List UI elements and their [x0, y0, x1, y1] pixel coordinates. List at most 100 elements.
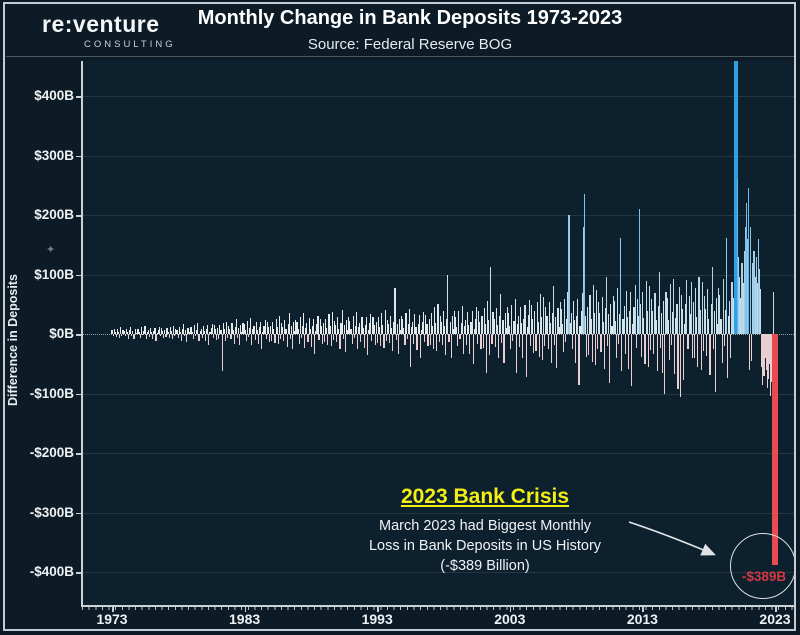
deposit-change-bar	[464, 319, 467, 334]
deposit-change-bar	[118, 331, 120, 334]
deposit-change-bar	[353, 334, 355, 339]
deposit-change-bar	[120, 327, 122, 334]
deposit-change-bar	[523, 318, 525, 334]
deposit-change-bar	[724, 309, 726, 334]
deposit-change-bar	[625, 291, 627, 334]
deposit-change-bar	[623, 306, 625, 334]
deposit-change-bar	[479, 321, 481, 334]
deposit-change-bar	[621, 334, 623, 371]
deposit-change-bar	[197, 323, 199, 334]
deposit-change-bar	[580, 311, 582, 334]
deposit-change-bar	[330, 334, 332, 347]
deposit-change-bar	[576, 315, 578, 334]
deposit-change-bar	[146, 331, 148, 334]
deposit-change-bar	[354, 325, 356, 334]
deposit-change-bar	[224, 334, 226, 342]
deposit-change-bar	[674, 334, 676, 375]
deposit-change-bar	[614, 320, 616, 334]
deposit-change-bar	[522, 334, 524, 359]
deposit-change-bar	[425, 314, 427, 334]
deposit-change-bar	[127, 334, 130, 339]
deposit-change-bar	[469, 334, 471, 354]
deposit-change-bar	[725, 237, 728, 334]
deposit-change-bar	[571, 334, 573, 350]
chart-title: Monthly Change in Bank Deposits 1973-202…	[197, 7, 623, 29]
deposit-change-bar	[375, 322, 377, 334]
deposit-change-bar	[727, 334, 729, 379]
deposit-change-bar	[373, 325, 375, 334]
gridline	[82, 96, 794, 97]
deposit-change-bar	[434, 307, 436, 334]
deposit-change-bar	[705, 309, 707, 334]
deposit-change-bar	[732, 298, 734, 334]
deposit-change-bar	[709, 334, 711, 376]
deposit-change-bar	[684, 323, 686, 334]
deposit-change-bar	[446, 318, 448, 334]
deposit-change-bar	[640, 304, 642, 334]
deposit-change-bar	[168, 334, 170, 339]
deposit-change-bar	[181, 329, 184, 334]
deposit-change-bar	[186, 334, 188, 342]
deposit-change-bar	[535, 334, 537, 352]
deposit-change-bar	[681, 309, 684, 334]
deposit-change-bar	[714, 334, 717, 393]
deposit-change-bar	[594, 334, 597, 365]
deposit-change-bar	[461, 306, 463, 334]
deposit-change-bar	[148, 334, 150, 337]
deposit-change-bar	[116, 328, 119, 334]
deposit-change-bar	[506, 307, 508, 334]
deposit-change-bar	[666, 298, 668, 334]
deposit-change-bar	[524, 304, 526, 334]
deposit-change-bar	[592, 285, 594, 334]
deposit-change-bar	[583, 194, 586, 334]
deposit-change-bar	[566, 318, 568, 334]
deposit-change-bar	[201, 334, 203, 339]
deposit-change-bar	[334, 325, 337, 334]
deposit-change-bar	[138, 332, 141, 334]
deposit-change-bar	[641, 334, 643, 357]
gridline	[82, 215, 794, 216]
deposit-change-bar	[634, 284, 636, 334]
deposit-change-bar	[570, 312, 572, 334]
deposit-change-bar	[403, 328, 405, 334]
deposit-change-bar	[402, 319, 404, 334]
deposit-change-bar	[155, 334, 157, 342]
deposit-change-bar	[417, 323, 419, 334]
annotation-text: March 2023 had Biggest Monthly Loss in B…	[305, 516, 665, 576]
deposit-change-bar	[763, 334, 765, 376]
deposit-change-bar	[170, 331, 173, 334]
deposit-change-bar	[126, 332, 128, 334]
deposit-change-bar	[305, 328, 307, 334]
deposit-change-bar	[380, 334, 382, 347]
deposit-change-bar	[537, 321, 539, 334]
deposit-change-bar	[616, 288, 619, 334]
deposit-change-bar	[635, 334, 637, 349]
deposit-change-bar	[412, 321, 414, 334]
deposit-change-bar	[458, 310, 460, 334]
deposit-change-bar	[556, 334, 558, 368]
deposit-change-bar	[272, 321, 274, 334]
y-tick-mark	[76, 393, 81, 395]
deposit-change-bar	[220, 330, 222, 334]
deposit-change-bar	[268, 334, 271, 343]
deposit-change-bar	[626, 317, 628, 334]
deposit-change-bar	[665, 292, 667, 334]
deposit-change-bar	[477, 334, 479, 344]
deposit-change-bar	[257, 334, 260, 345]
deposit-change-bar	[420, 329, 423, 334]
x-axis-minor-ticks	[82, 606, 794, 610]
deposit-change-bar	[694, 334, 696, 359]
deposit-change-bar	[657, 306, 659, 334]
deposit-change-bar	[441, 334, 443, 346]
deposit-change-bar	[620, 237, 622, 334]
deposit-change-bar	[500, 294, 502, 334]
deposit-change-bar	[741, 262, 743, 334]
deposit-change-bar	[670, 334, 673, 345]
x-tick-label: 1983	[229, 611, 261, 627]
deposit-change-bar	[266, 321, 268, 334]
deposit-change-bar	[344, 334, 347, 352]
deposit-change-bar	[282, 326, 284, 334]
deposit-change-bar	[512, 334, 514, 341]
deposit-change-bar	[256, 329, 258, 334]
deposit-change-bar	[515, 334, 517, 374]
